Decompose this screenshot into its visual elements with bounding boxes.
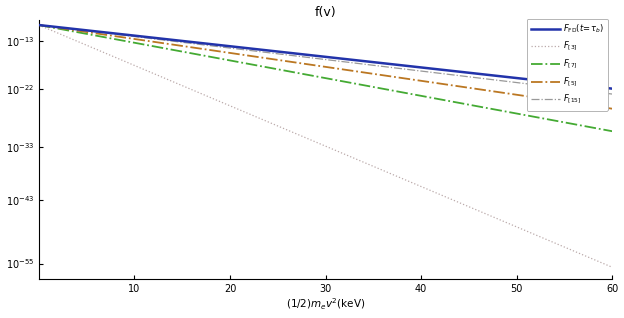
Line: $F_{[3]}$: $F_{[3]}$ xyxy=(39,25,612,267)
$F_{[15]}$ xyxy=(280,52,288,56)
Line: $F_{[15]}$: $F_{[15]}$ xyxy=(39,25,612,94)
$F_{\rm FD}(t\!=\!\tau_b)$ xyxy=(280,50,288,54)
$F_{\rm FD}(t\!=\!\tau_b)$ xyxy=(135,34,142,38)
$F_{\rm FD}(t\!=\!\tau_b)$ xyxy=(535,79,543,82)
$F_{\rm FD}(t\!=\!\tau_b)$ xyxy=(255,47,263,51)
$F_{[7]}$ xyxy=(597,127,605,131)
$F_{[5]}$ xyxy=(100,33,108,37)
$F_{[5]}$ xyxy=(35,23,42,27)
$F_{[15]}$ xyxy=(135,35,142,39)
$F_{[7]}$ xyxy=(608,129,616,133)
$F_{[5]}$ xyxy=(535,96,543,100)
$F_{[3]}$ xyxy=(597,261,605,265)
$F_{[7]}$ xyxy=(35,23,42,27)
$F_{[7]}$ xyxy=(255,64,263,68)
Legend: $F_{\rm FD}(t\!=\!\tau_b)$, $F_{[3]}$, $F_{[7]}$, $F_{[5]}$, $F_{[15]}$: $F_{\rm FD}(t\!=\!\tau_b)$, $F_{[3]}$, $… xyxy=(527,19,608,111)
$F_{[3]}$ xyxy=(100,51,108,55)
$F_{[7]}$ xyxy=(535,116,543,120)
$F_{\rm FD}(t\!=\!\tau_b)$ xyxy=(100,31,108,34)
$F_{[3]}$ xyxy=(255,116,263,120)
$F_{[15]}$ xyxy=(35,23,42,27)
Line: $F_{[5]}$: $F_{[5]}$ xyxy=(39,25,612,109)
Line: $F_{\rm FD}(t\!=\!\tau_b)$: $F_{\rm FD}(t\!=\!\tau_b)$ xyxy=(39,25,612,89)
$F_{[5]}$ xyxy=(597,105,605,109)
$F_{[5]}$ xyxy=(280,59,288,63)
$F_{[7]}$ xyxy=(280,68,288,72)
$F_{[15]}$ xyxy=(255,50,263,53)
$F_{[5]}$ xyxy=(608,107,616,111)
$F_{[7]}$ xyxy=(135,42,142,45)
Title: f(v): f(v) xyxy=(314,5,336,18)
$F_{\rm FD}(t\!=\!\tau_b)$ xyxy=(608,87,616,91)
$F_{[3]}$ xyxy=(535,235,543,238)
$F_{[3]}$ xyxy=(608,266,616,269)
$F_{[5]}$ xyxy=(135,38,142,41)
$F_{[5]}$ xyxy=(255,55,263,59)
Line: $F_{[7]}$: $F_{[7]}$ xyxy=(39,25,612,131)
X-axis label: $(1/2)m_e v^2(\rm keV)$: $(1/2)m_e v^2(\rm keV)$ xyxy=(286,297,365,313)
$F_{[15]}$ xyxy=(608,92,616,96)
$F_{[3]}$ xyxy=(135,65,142,69)
$F_{[7]}$ xyxy=(100,35,108,39)
$F_{[15]}$ xyxy=(100,31,108,35)
$F_{[15]}$ xyxy=(535,83,543,87)
$F_{[3]}$ xyxy=(35,23,42,27)
$F_{[15]}$ xyxy=(597,91,605,95)
$F_{\rm FD}(t\!=\!\tau_b)$ xyxy=(35,23,42,27)
$F_{[3]}$ xyxy=(280,127,288,130)
$F_{\rm FD}(t\!=\!\tau_b)$ xyxy=(597,86,605,89)
